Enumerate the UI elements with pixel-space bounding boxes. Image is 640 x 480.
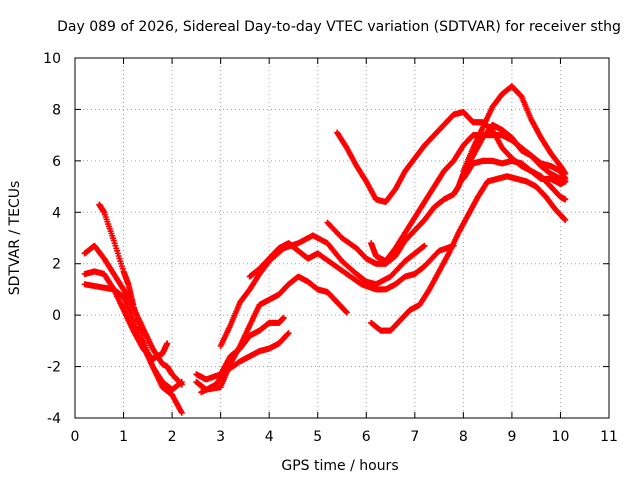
x-tick-label: 0 bbox=[71, 429, 80, 445]
y-tick-label: 10 bbox=[43, 51, 61, 67]
y-axis-label: SDTVAR / TECUs bbox=[7, 181, 23, 296]
data-point bbox=[164, 340, 171, 347]
data-point bbox=[280, 314, 287, 321]
y-tick-label: 2 bbox=[52, 257, 61, 273]
plot-frame bbox=[74, 57, 610, 419]
data-point bbox=[562, 217, 569, 223]
data-point bbox=[561, 216, 568, 223]
x-tick-label: 3 bbox=[216, 429, 225, 445]
series-arc-8 bbox=[198, 330, 292, 396]
x-tick-label: 9 bbox=[507, 429, 516, 445]
data-point bbox=[343, 308, 350, 315]
data-point bbox=[178, 409, 185, 416]
x-tick-label: 11 bbox=[600, 429, 618, 445]
x-tick-label: 5 bbox=[313, 429, 322, 445]
x-tick-label: 4 bbox=[265, 429, 274, 445]
x-tick-label: 8 bbox=[459, 429, 468, 445]
series-arc-7 bbox=[193, 314, 287, 383]
series-arc-13 bbox=[368, 173, 569, 334]
x-tick-label: 7 bbox=[410, 429, 419, 445]
series-arc-4 bbox=[96, 201, 185, 416]
series-arc-9 bbox=[246, 240, 457, 293]
data-point bbox=[285, 330, 292, 337]
series-arc-15 bbox=[460, 83, 569, 177]
y-tick-label: 4 bbox=[52, 205, 61, 221]
x-tick-label: 10 bbox=[552, 429, 570, 445]
data-point bbox=[284, 331, 291, 337]
x-tick-label: 6 bbox=[362, 429, 371, 445]
series-arc-10 bbox=[324, 121, 569, 267]
data-point bbox=[343, 309, 350, 316]
data-point bbox=[562, 196, 569, 203]
y-tick-label: -2 bbox=[47, 360, 61, 376]
data-point bbox=[178, 379, 185, 385]
data-point bbox=[562, 170, 569, 177]
chart-title: Day 089 of 2026, Sidereal Day-to-day VTE… bbox=[57, 19, 621, 35]
x-tick-label: 2 bbox=[168, 429, 177, 445]
y-tick-label: -4 bbox=[47, 411, 61, 427]
series-arc-11 bbox=[368, 132, 569, 265]
x-tick-label: 1 bbox=[119, 429, 128, 445]
y-tick-label: 8 bbox=[52, 102, 61, 118]
series-layer bbox=[81, 83, 569, 416]
x-axis-label: GPS time / hours bbox=[281, 458, 398, 474]
data-point bbox=[562, 178, 569, 185]
y-tick-label: 6 bbox=[52, 154, 61, 170]
series-arc-14 bbox=[460, 157, 569, 187]
ticks: 0 1 2 3 4 5 6 7 8 9 10 11 -4 -2 0 2 4 6 8 10 bbox=[43, 51, 618, 445]
y-tick-label: 0 bbox=[52, 308, 61, 324]
data-point bbox=[421, 242, 428, 249]
